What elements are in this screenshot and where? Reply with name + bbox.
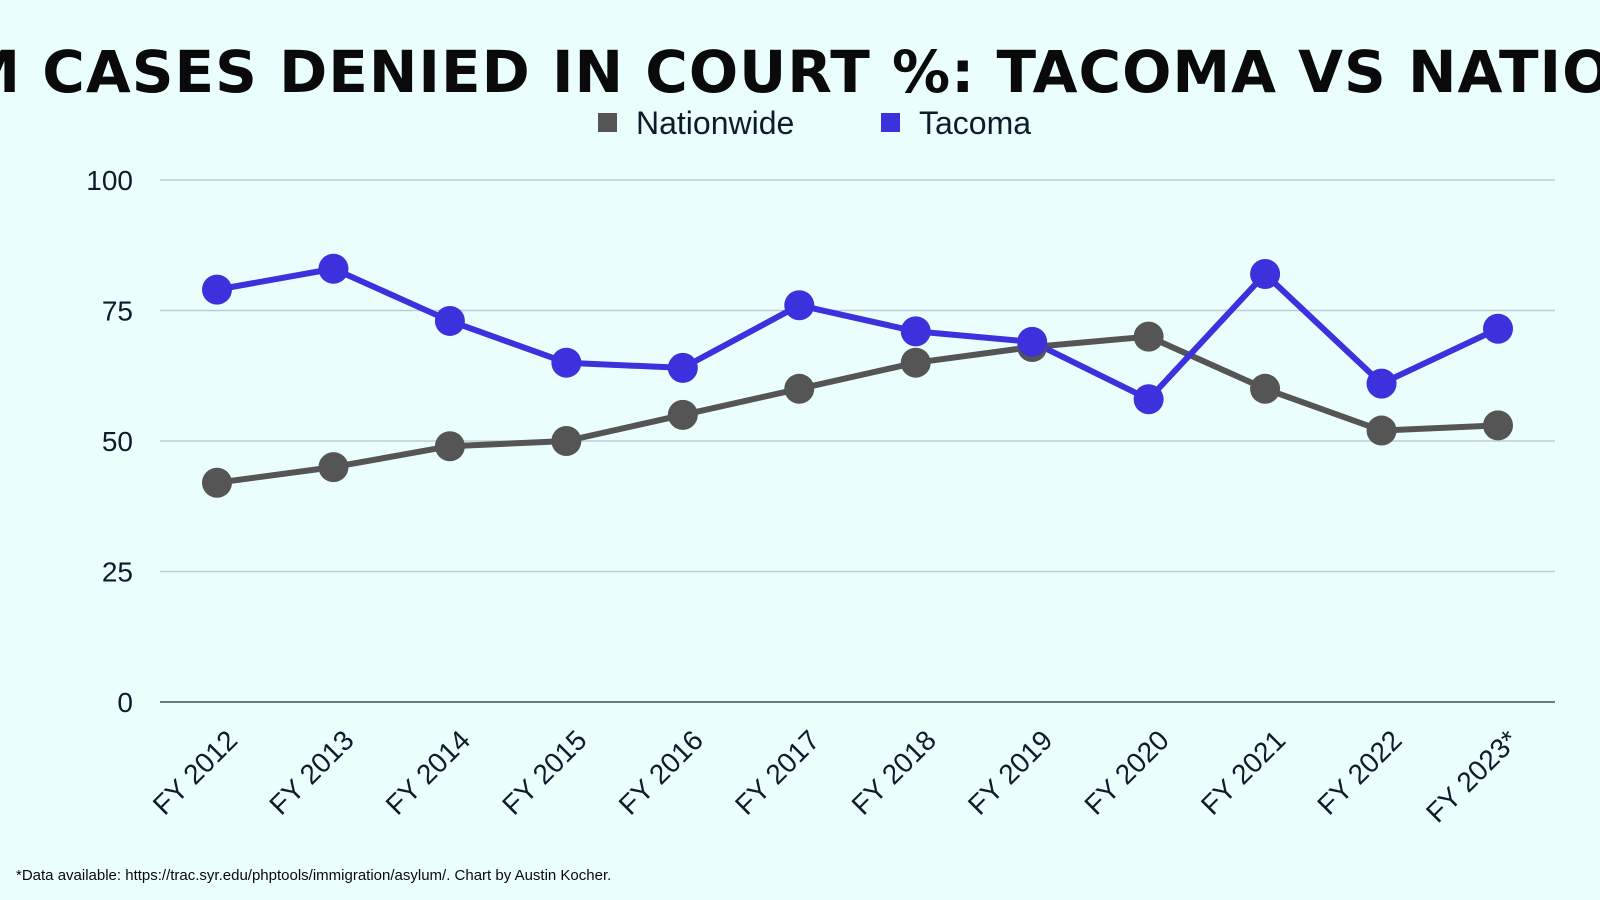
chart-title: ASYLUM CASES DENIED IN COURT %: TACOMA V… xyxy=(0,38,1600,106)
legend-label-nationwide: Nationwide xyxy=(636,105,794,141)
point-tacoma xyxy=(784,290,815,321)
x-axis: FY 2012 FY 2013 FY 2014 FY 2015 FY 2016 FY 20… xyxy=(147,724,1524,828)
x-tick-label: FY 2020 xyxy=(1078,724,1174,820)
legend-label-tacoma: Tacoma xyxy=(919,105,1031,141)
y-tick-label: 0 xyxy=(117,687,133,718)
gridlines xyxy=(160,179,1555,703)
point-tacoma xyxy=(900,316,931,347)
series-line-tacoma xyxy=(214,265,1501,403)
y-tick-label: 25 xyxy=(102,557,133,588)
x-tick-label: FY 2022 xyxy=(1311,724,1407,820)
point-tacoma xyxy=(551,347,582,378)
y-axis: 0 25 50 75 100 xyxy=(86,165,133,718)
x-tick-label: FY 2023* xyxy=(1420,724,1524,828)
x-tick-label: FY 2014 xyxy=(380,724,476,820)
point-tacoma xyxy=(1017,326,1048,357)
point-nationwide xyxy=(202,467,232,498)
point-nationwide xyxy=(667,399,698,430)
x-tick-label: FY 2017 xyxy=(729,724,825,820)
y-tick-label: 100 xyxy=(86,165,133,196)
point-tacoma xyxy=(202,274,232,305)
point-tacoma xyxy=(1483,313,1513,344)
point-tacoma xyxy=(667,352,698,383)
series-points xyxy=(202,253,1513,498)
x-tick-label: FY 2012 xyxy=(147,724,243,820)
point-tacoma xyxy=(318,253,349,284)
point-nationwide xyxy=(1133,321,1164,352)
point-nationwide xyxy=(1250,373,1281,404)
series-line-nationwide xyxy=(214,333,1501,486)
legend-swatch-tacoma xyxy=(881,113,900,132)
x-tick-label: FY 2021 xyxy=(1195,724,1291,820)
x-tick-label: FY 2013 xyxy=(263,724,359,820)
footnote: *Data available: https://trac.syr.edu/ph… xyxy=(16,867,611,884)
point-tacoma xyxy=(1133,384,1164,415)
point-nationwide xyxy=(1366,415,1397,446)
x-tick-label: FY 2016 xyxy=(613,724,709,820)
x-tick-label: FY 2015 xyxy=(496,724,592,820)
series-lines xyxy=(214,265,1501,486)
x-tick-label: FY 2018 xyxy=(846,724,942,820)
y-tick-label: 50 xyxy=(102,426,133,457)
point-tacoma xyxy=(434,305,465,336)
point-nationwide xyxy=(551,426,582,456)
point-tacoma xyxy=(1250,258,1281,289)
y-tick-label: 75 xyxy=(102,296,133,327)
point-nationwide xyxy=(1483,410,1513,441)
legend-swatch-nationwide xyxy=(598,113,617,132)
point-nationwide xyxy=(784,373,815,404)
legend: Nationwide Tacoma xyxy=(598,105,1031,141)
x-tick-label: FY 2019 xyxy=(962,724,1058,820)
point-tacoma xyxy=(1366,368,1397,399)
point-nationwide xyxy=(434,431,465,462)
point-nationwide xyxy=(900,347,931,378)
point-nationwide xyxy=(318,452,349,483)
